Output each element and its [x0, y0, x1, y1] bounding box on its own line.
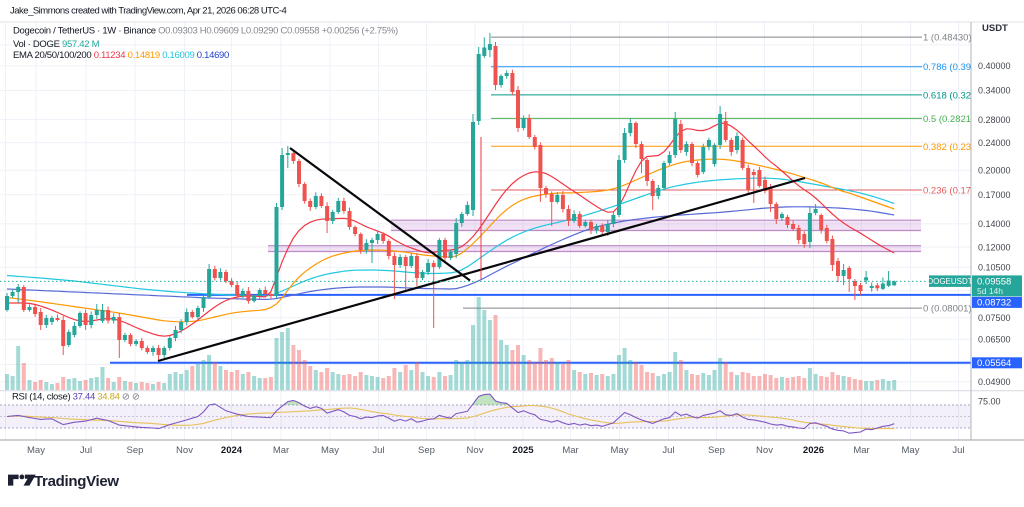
svg-text:0.06500: 0.06500 — [978, 335, 1011, 345]
svg-text:May: May — [902, 445, 920, 456]
svg-text:5d 14h: 5d 14h — [977, 286, 1003, 296]
svg-text:2025: 2025 — [512, 445, 534, 456]
svg-text:0 (0.08001): 0 (0.08001) — [923, 304, 972, 315]
svg-text:1 (0.48430): 1 (0.48430) — [923, 33, 972, 44]
svg-text:0.40000: 0.40000 — [978, 61, 1011, 71]
svg-text:0.382 (0.23445): 0.382 (0.23445) — [923, 142, 990, 153]
svg-text:0.28000: 0.28000 — [978, 115, 1011, 125]
svg-text:Sep: Sep — [708, 445, 725, 456]
svg-text:0.07500: 0.07500 — [978, 313, 1011, 323]
svg-text:0.34000: 0.34000 — [978, 86, 1011, 96]
svg-text:May: May — [321, 445, 339, 456]
svg-text:EMA 20/50/100/200 0.11234 0.: EMA 20/50/100/200 0.11234 0.14819 0.1600… — [13, 50, 229, 61]
svg-text:0.08732: 0.08732 — [977, 297, 1011, 308]
svg-text:Nov: Nov — [756, 445, 773, 456]
svg-text:Dogecoin / TetherUS · 1W · Bin: Dogecoin / TetherUS · 1W · Binance O0.09… — [13, 25, 398, 36]
svg-text:Mar: Mar — [273, 445, 289, 456]
svg-text:0.786 (0.39782): 0.786 (0.39782) — [923, 62, 990, 73]
svg-text:0.236 (0.17542): 0.236 (0.17542) — [923, 186, 990, 197]
svg-text:0.20000: 0.20000 — [978, 165, 1011, 175]
svg-text:75.00: 75.00 — [978, 397, 1001, 407]
svg-text:Nov: Nov — [467, 445, 484, 456]
svg-text:0.09558: 0.09558 — [977, 276, 1011, 287]
svg-text:0.17000: 0.17000 — [978, 190, 1011, 200]
svg-text:Mar: Mar — [562, 445, 578, 456]
svg-text:Jul: Jul — [662, 445, 674, 456]
svg-text:Vol · DOGE 957.42 M: Vol · DOGE 957.42 M — [13, 39, 100, 50]
svg-text:Jul: Jul — [80, 445, 92, 456]
svg-text:Nov: Nov — [176, 445, 193, 456]
svg-text:RSI (14, close) 37.44 34.84 ⊘: RSI (14, close) 37.44 34.84 ⊘ ⊘ — [12, 392, 140, 403]
svg-text:Jul: Jul — [952, 445, 964, 456]
svg-text:Sep: Sep — [127, 445, 144, 456]
svg-text:2026: 2026 — [803, 445, 824, 456]
svg-text:USDT: USDT — [982, 23, 1008, 34]
svg-text:0.04900: 0.04900 — [978, 377, 1011, 387]
svg-text:0.24000: 0.24000 — [978, 138, 1011, 148]
svg-text:0.14000: 0.14000 — [978, 219, 1011, 229]
svg-text:Jake_Simmons created with Trad: Jake_Simmons created with TradingView.co… — [10, 5, 287, 16]
svg-text:0.5 (0.28216): 0.5 (0.28216) — [923, 114, 980, 125]
svg-text:May: May — [27, 445, 45, 456]
svg-text:TradingView: TradingView — [34, 473, 119, 490]
svg-text:May: May — [611, 445, 629, 456]
svg-text:2024: 2024 — [221, 445, 243, 456]
svg-text:0.618 (0.32986): 0.618 (0.32986) — [923, 90, 990, 101]
svg-text:0.05564: 0.05564 — [977, 358, 1011, 369]
svg-text:0.10500: 0.10500 — [978, 262, 1011, 272]
svg-text:0.12000: 0.12000 — [978, 242, 1011, 252]
svg-text:Mar: Mar — [853, 445, 869, 456]
svg-text:Sep: Sep — [418, 445, 435, 456]
svg-text:DOGEUSDT: DOGEUSDT — [927, 277, 972, 286]
svg-text:Jul: Jul — [372, 445, 384, 456]
